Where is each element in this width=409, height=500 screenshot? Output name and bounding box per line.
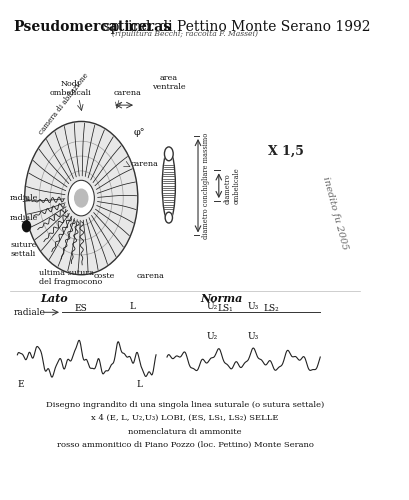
Text: ultima sutura
del fragmocono: ultima sutura del fragmocono (39, 269, 103, 286)
Text: U₂: U₂ (207, 332, 218, 340)
Text: φ°: φ° (134, 128, 145, 137)
Text: U₂: U₂ (207, 302, 218, 311)
Circle shape (75, 189, 88, 207)
Circle shape (25, 122, 138, 274)
Text: diametro
ombelicale: diametro ombelicale (223, 168, 240, 204)
Circle shape (22, 221, 31, 232)
Text: camera di abitazione: camera di abitazione (38, 72, 90, 136)
Text: L: L (137, 380, 143, 389)
Text: E: E (18, 380, 25, 389)
Ellipse shape (162, 150, 175, 222)
Text: (ripulitura Becchi; raccolta F. Massei): (ripulitura Becchi; raccolta F. Massei) (112, 30, 258, 38)
Text: suture
settali: suture settali (10, 241, 36, 258)
Text: U₃: U₃ (247, 302, 258, 311)
Text: coste: coste (94, 272, 115, 280)
Text: radiale: radiale (10, 194, 38, 202)
Text: Disegno ingrandito di una singola linea suturale (o sutura settale): Disegno ingrandito di una singola linea … (46, 401, 324, 409)
Text: U₃: U₃ (247, 332, 258, 340)
Text: rosso ammonitico di Piano Pozzo (loc. Pettino) Monte Serano: rosso ammonitico di Piano Pozzo (loc. Pe… (57, 441, 314, 449)
Text: Norma: Norma (200, 293, 243, 304)
Ellipse shape (164, 147, 173, 161)
Text: radiale: radiale (14, 308, 45, 317)
Text: Pseudomercaticeras: Pseudomercaticeras (14, 20, 172, 34)
Text: x 4 (E, L, U₂,U₃) LOBI, (ES, LS₁, LS₂) SELLE: x 4 (E, L, U₂,U₃) LOBI, (ES, LS₁, LS₂) S… (92, 414, 279, 422)
Text: carena: carena (130, 160, 158, 168)
Text: inedito fu 2005: inedito fu 2005 (321, 176, 349, 250)
Text: Lato: Lato (40, 293, 67, 304)
Text: carena: carena (137, 272, 165, 280)
Text: L: L (129, 302, 135, 311)
Text: area
ventrale: area ventrale (152, 74, 186, 91)
Text: X 1,5: X 1,5 (267, 144, 303, 158)
Text: LS₂: LS₂ (263, 304, 279, 314)
Text: radiale: radiale (10, 214, 38, 222)
Circle shape (68, 180, 94, 216)
Text: sp. ind. di Pettino Monte Serano 1992: sp. ind. di Pettino Monte Serano 1992 (99, 20, 371, 34)
Ellipse shape (165, 212, 173, 223)
Text: Nodi
ombelicali: Nodi ombelicali (49, 80, 91, 96)
Text: nomenclatura di ammonite: nomenclatura di ammonite (128, 428, 242, 436)
Text: carena: carena (114, 88, 142, 96)
Text: ES: ES (75, 304, 88, 314)
Text: diametro conchigliare massimo: diametro conchigliare massimo (202, 132, 210, 239)
Text: LS₁: LS₁ (218, 304, 233, 314)
